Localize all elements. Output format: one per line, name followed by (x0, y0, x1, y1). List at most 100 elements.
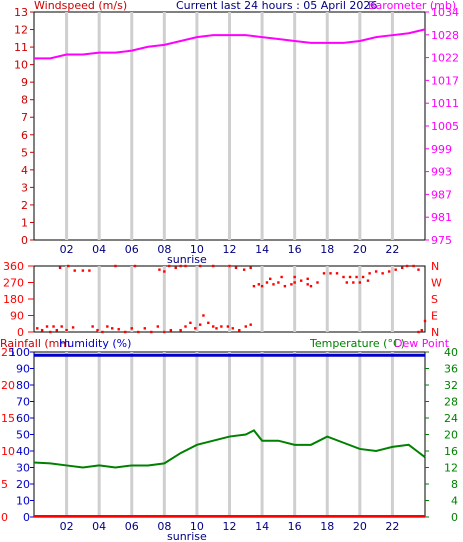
direction-degree-tick-label: 270 (3, 277, 24, 290)
windspeed-tick-label: 2 (21, 199, 28, 212)
wind-direction-point (163, 330, 166, 334)
temperature-axis-title: Temperature (°C) (309, 337, 405, 350)
wind-direction-point (65, 328, 68, 332)
wind-direction-point (212, 325, 215, 328)
wind-direction-point (158, 268, 161, 271)
rainfall-tick-label: 10 (1, 445, 15, 458)
wind-direction-point (40, 328, 44, 332)
rainfall-tick-label: 15 (1, 412, 15, 425)
wind-direction-point (272, 283, 275, 286)
rainfall-tick-label: 25 (1, 346, 15, 359)
wind-direction-point (169, 328, 173, 332)
humidity-tick-label: 50 (16, 429, 30, 442)
barometer-tick-label: 1005 (431, 120, 459, 133)
wind-direction-point (335, 272, 339, 275)
wind-direction-point (52, 325, 55, 328)
hour-tick-label: 10 (190, 243, 204, 256)
barometer-tick-label: 1017 (431, 74, 459, 87)
wind-direction-point (280, 275, 283, 279)
wind-direction-point (150, 330, 153, 334)
hour-tick-label: 02 (60, 520, 74, 533)
direction-compass-tick-label: N (431, 326, 439, 339)
wind-direction-point (293, 275, 296, 279)
humidity-tick-label: 40 (16, 445, 30, 458)
wind-direction-point (198, 264, 202, 268)
direction-degree-tick-label: 180 (3, 293, 24, 306)
wind-direction-point (179, 264, 182, 268)
windspeed-tick-label: 5 (21, 146, 28, 159)
hour-tick-label: 18 (320, 520, 334, 533)
wind-direction-point (283, 284, 287, 288)
wind-direction-point (73, 269, 76, 272)
wind-direction-point (231, 327, 234, 330)
wind-direction-point (238, 328, 241, 332)
windspeed-tick-label: 9 (21, 76, 28, 89)
wind-direction-point (189, 321, 192, 325)
barometer-tick-label: 993 (431, 166, 452, 179)
rainfall-tick-label: 5 (1, 478, 8, 491)
wind-direction-point (293, 281, 296, 284)
wind-direction-point (174, 266, 177, 270)
temperature-line (33, 429, 426, 469)
wind-direction-point (277, 281, 280, 284)
wind-direction-point (358, 281, 362, 284)
wind-direction-point (130, 327, 133, 330)
humidity-tick-label: 100 (9, 346, 30, 359)
barometer-tick-label: 1022 (431, 52, 459, 65)
wind-direction-point (226, 325, 230, 328)
wind-direction-point (207, 321, 210, 325)
wind-direction-point (249, 323, 252, 326)
wind-direction-point (49, 330, 52, 334)
temperature-tick-label: 36 (444, 363, 458, 376)
wind-direction-point (309, 284, 313, 288)
wind-direction-point (345, 281, 348, 284)
wind-direction-point (143, 327, 146, 330)
wind-direction-point (215, 327, 218, 330)
hour-tick-label: 02 (60, 243, 74, 256)
hour-tick-label: 12 (223, 520, 237, 533)
wind-direction-point (220, 325, 223, 328)
wind-direction-point (417, 268, 420, 271)
barometer-axis-title: Barometer (mb) (368, 0, 456, 12)
wind-direction-point (114, 264, 117, 268)
wind-direction-point (111, 327, 114, 330)
humidity-tick-label: 30 (16, 462, 30, 475)
wind-direction-point (117, 328, 120, 331)
wind-direction-point (269, 277, 272, 281)
hour-tick-label: 06 (125, 520, 139, 533)
temperature-tick-label: 20 (444, 429, 458, 442)
wind-direction-point (96, 328, 99, 332)
wind-direction-point (202, 314, 205, 317)
direction-degree-tick-label: 0 (17, 326, 24, 339)
windspeed-tick-label: 7 (21, 111, 28, 124)
wind-direction-point (265, 281, 269, 284)
humidity-axis-title: Humidity (%) (59, 337, 131, 350)
rainfall-tick-label: 20 (1, 379, 15, 392)
windspeed-tick-label: 0 (21, 234, 28, 247)
windspeed-axis-title: Windspeed (m/s) (34, 0, 127, 12)
humidity-tick-label: 70 (16, 396, 30, 409)
windspeed-tick-label: 4 (21, 164, 28, 177)
direction-compass-tick-label: S (431, 293, 438, 306)
wind-direction-point (299, 279, 303, 282)
hour-tick-label: 14 (255, 520, 269, 533)
wind-direction-point (316, 281, 319, 284)
hour-tick-label: 12 (223, 243, 237, 256)
wind-direction-point (257, 283, 261, 286)
wind-direction-point (242, 268, 246, 271)
humidity-tick-label: 20 (16, 478, 30, 491)
humidity-tick-label: 10 (16, 495, 30, 508)
barometer-tick-label: 987 (431, 188, 452, 201)
wind-direction-point (306, 277, 309, 281)
wind-direction-point (137, 330, 140, 334)
wind-direction-point (124, 330, 127, 334)
hour-tick-label: 04 (92, 243, 106, 256)
wind-direction-point (361, 275, 365, 279)
barometer-tick-label: 999 (431, 143, 452, 156)
windspeed-tick-label: 11 (14, 41, 28, 54)
wind-direction-point (260, 284, 264, 288)
wind-direction-point (71, 326, 75, 329)
rainfall-tick-label: 0 (1, 511, 8, 524)
chart-marks: 0123456789101112139759819879939991005101… (1, 6, 459, 533)
barometer-tick-label: 1011 (431, 97, 459, 110)
